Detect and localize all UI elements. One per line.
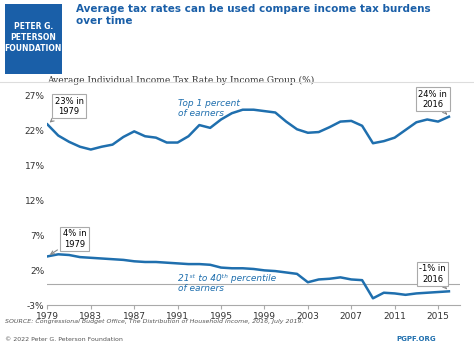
Text: 21ˢᵗ to 40ᵗʰ percentile
of earners: 21ˢᵗ to 40ᵗʰ percentile of earners (178, 274, 276, 293)
Text: Top 1 percent
of earners: Top 1 percent of earners (178, 99, 239, 118)
Text: PGPF.ORG: PGPF.ORG (396, 336, 436, 342)
Text: Average tax rates can be used compare income tax burdens
over time: Average tax rates can be used compare in… (76, 4, 430, 26)
Text: -1% in
2016: -1% in 2016 (419, 264, 447, 289)
Text: 23% in
1979: 23% in 1979 (51, 97, 83, 122)
Text: Average Individual Income Tax Rate by Income Group (%): Average Individual Income Tax Rate by In… (47, 76, 315, 85)
Text: 4% in
1979: 4% in 1979 (51, 229, 86, 254)
FancyBboxPatch shape (5, 4, 62, 74)
Text: PETER G.
PETERSON
FOUNDATION: PETER G. PETERSON FOUNDATION (4, 22, 62, 53)
Text: 24% in
2016: 24% in 2016 (418, 89, 447, 114)
Text: © 2022 Peter G. Peterson Foundation: © 2022 Peter G. Peterson Foundation (5, 337, 123, 342)
Text: SOURCE: Congressional Budget Office, The Distribution of Household Income, 2016,: SOURCE: Congressional Budget Office, The… (5, 319, 303, 324)
